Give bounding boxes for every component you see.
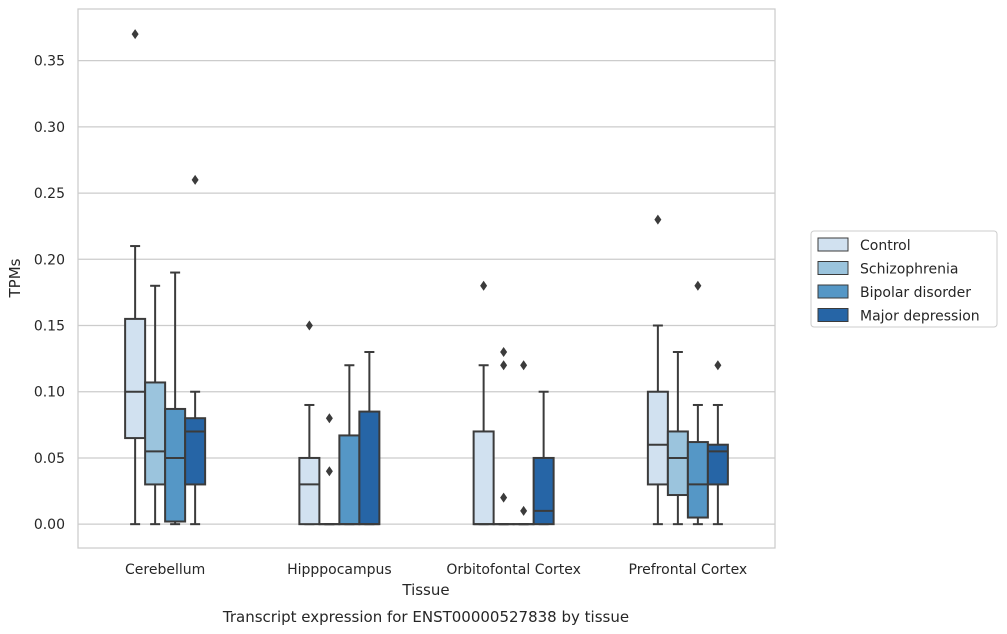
outlier-point <box>694 280 702 291</box>
y-tick-label: 0.10 <box>34 385 65 401</box>
box-body <box>646 390 669 486</box>
y-tick-label: 0.05 <box>34 451 65 467</box>
box-body <box>164 407 187 523</box>
box-3-0 <box>646 214 669 526</box>
box-body <box>338 434 361 526</box>
legend-swatch <box>817 237 849 252</box>
x-tick-labels: Cerebellum Hipppocampus Orbitofontal Corte… <box>125 562 747 578</box>
outlier-point <box>500 360 508 371</box>
legend-swatch <box>817 284 849 299</box>
box-3-3 <box>706 360 729 526</box>
outlier-point <box>500 347 508 357</box>
outlier-point <box>500 492 508 503</box>
outlier-point <box>654 214 662 225</box>
box-body <box>532 456 555 526</box>
outlier-point <box>325 466 333 477</box>
legend-swatch <box>817 261 849 275</box>
outlier-point <box>191 174 199 185</box>
x-tick-label: Orbitofontal Cortex <box>446 562 581 578</box>
chart-caption: Transcript expression for ENST0000052783… <box>222 608 629 626</box>
box-body <box>298 456 321 526</box>
plot-area <box>77 8 776 549</box>
box-body <box>184 417 207 486</box>
boxes-layer <box>124 29 729 526</box>
outlier-point <box>714 360 722 371</box>
x-axis-label: Tissue <box>401 581 449 599</box>
box-2-3 <box>532 390 555 526</box>
x-tick-label: Hipppocampus <box>287 562 392 578</box>
outlier-point <box>325 413 333 424</box>
outlier-point <box>480 280 488 291</box>
y-tick-label: 0.35 <box>34 54 65 70</box>
box-body <box>358 410 381 526</box>
box-body <box>124 317 147 440</box>
outlier-point <box>131 29 139 40</box>
y-tick-label: 0.00 <box>34 517 65 533</box>
y-tick-label: 0.30 <box>34 120 65 136</box>
outlier-point <box>520 360 528 371</box>
legend: Control Schizophrenia Bipolar disorder Majo… <box>810 230 998 328</box>
y-tick-labels: 0.00 0.05 0.10 0.15 0.20 0.25 0.30 0.35 <box>34 54 65 534</box>
box-1-0 <box>298 320 321 526</box>
y-axis-label: TPMs <box>6 258 24 298</box>
box-body <box>706 443 729 486</box>
box-2-0 <box>472 280 495 526</box>
legend-swatch <box>817 308 849 322</box>
box-3-1 <box>666 351 689 526</box>
y-tick-label: 0.15 <box>34 319 65 335</box>
box-body <box>144 381 167 486</box>
box-0-3 <box>184 174 207 526</box>
legend-frame <box>810 230 998 328</box>
box-1-3 <box>358 351 381 526</box>
box-body <box>666 430 689 497</box>
x-tick-label: Prefrontal Cortex <box>629 562 748 578</box>
box-body <box>472 430 495 526</box>
legend-label: Bipolar disorder <box>860 285 971 301</box>
outlier-point <box>520 505 528 516</box>
plot-frame <box>77 8 776 549</box>
y-tick-label: 0.20 <box>34 252 65 268</box>
box-body <box>686 441 709 519</box>
x-tick-label: Cerebellum <box>125 562 205 578</box>
legend-label: Major depression <box>860 309 980 325</box>
legend-label: Schizophrenia <box>860 262 958 278</box>
legend-label: Control <box>860 238 911 254</box>
box-1-1 <box>318 413 341 526</box>
outlier-point <box>305 320 313 331</box>
box-0-0 <box>124 29 147 526</box>
box-2-1 <box>492 347 515 526</box>
y-tick-label: 0.25 <box>34 186 65 202</box>
